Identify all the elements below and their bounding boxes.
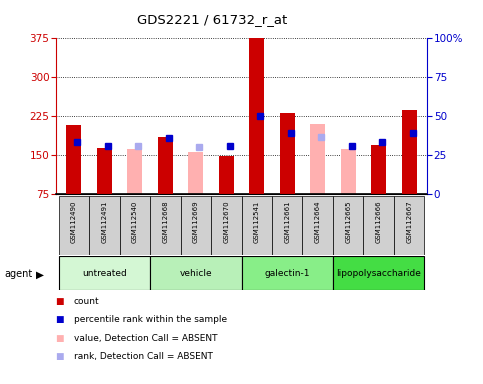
Bar bbox=[157, 137, 173, 194]
Bar bbox=[341, 149, 356, 194]
Text: GSM112665: GSM112665 bbox=[345, 200, 351, 243]
Bar bbox=[150, 256, 242, 290]
Text: percentile rank within the sample: percentile rank within the sample bbox=[74, 315, 227, 324]
Bar bbox=[66, 126, 82, 194]
Text: GSM112490: GSM112490 bbox=[71, 200, 77, 243]
Bar bbox=[280, 113, 295, 194]
Bar bbox=[97, 148, 112, 194]
Text: value, Detection Call = ABSENT: value, Detection Call = ABSENT bbox=[74, 334, 217, 343]
Text: GSM112491: GSM112491 bbox=[101, 200, 107, 243]
Text: rank, Detection Call = ABSENT: rank, Detection Call = ABSENT bbox=[74, 352, 213, 361]
Text: GSM112661: GSM112661 bbox=[284, 200, 290, 243]
Text: GSM112669: GSM112669 bbox=[193, 200, 199, 243]
Text: GSM112670: GSM112670 bbox=[223, 200, 229, 243]
Bar bbox=[394, 196, 425, 255]
Bar bbox=[242, 256, 333, 290]
Bar bbox=[89, 196, 120, 255]
Bar bbox=[150, 196, 181, 255]
Bar bbox=[181, 196, 211, 255]
Text: ■: ■ bbox=[56, 352, 64, 361]
Text: galectin-1: galectin-1 bbox=[265, 268, 310, 278]
Text: untreated: untreated bbox=[82, 268, 127, 278]
Text: ■: ■ bbox=[56, 297, 64, 306]
Text: ■: ■ bbox=[56, 315, 64, 324]
Text: agent: agent bbox=[5, 269, 33, 279]
Bar bbox=[333, 196, 363, 255]
Text: lipopolysaccharide: lipopolysaccharide bbox=[336, 268, 421, 278]
Bar bbox=[249, 38, 264, 194]
Text: ■: ■ bbox=[56, 334, 64, 343]
Text: GDS2221 / 61732_r_at: GDS2221 / 61732_r_at bbox=[137, 13, 288, 26]
Bar bbox=[127, 149, 142, 194]
Bar bbox=[363, 196, 394, 255]
Bar bbox=[272, 196, 302, 255]
Text: GSM112541: GSM112541 bbox=[254, 200, 260, 243]
Text: GSM112666: GSM112666 bbox=[376, 200, 382, 243]
Bar bbox=[310, 124, 326, 194]
Text: ▶: ▶ bbox=[36, 270, 44, 280]
Bar bbox=[371, 145, 386, 194]
Bar bbox=[211, 196, 242, 255]
Bar bbox=[120, 196, 150, 255]
Bar bbox=[58, 256, 150, 290]
Bar bbox=[219, 156, 234, 194]
Text: vehicle: vehicle bbox=[180, 268, 212, 278]
Bar bbox=[333, 256, 425, 290]
Text: count: count bbox=[74, 297, 99, 306]
Text: GSM112668: GSM112668 bbox=[162, 200, 168, 243]
Text: GSM112667: GSM112667 bbox=[406, 200, 412, 243]
Bar bbox=[188, 152, 203, 194]
Bar bbox=[242, 196, 272, 255]
Bar bbox=[58, 196, 89, 255]
Bar bbox=[401, 110, 417, 194]
Bar bbox=[302, 196, 333, 255]
Text: GSM112664: GSM112664 bbox=[315, 200, 321, 243]
Text: GSM112540: GSM112540 bbox=[132, 200, 138, 243]
